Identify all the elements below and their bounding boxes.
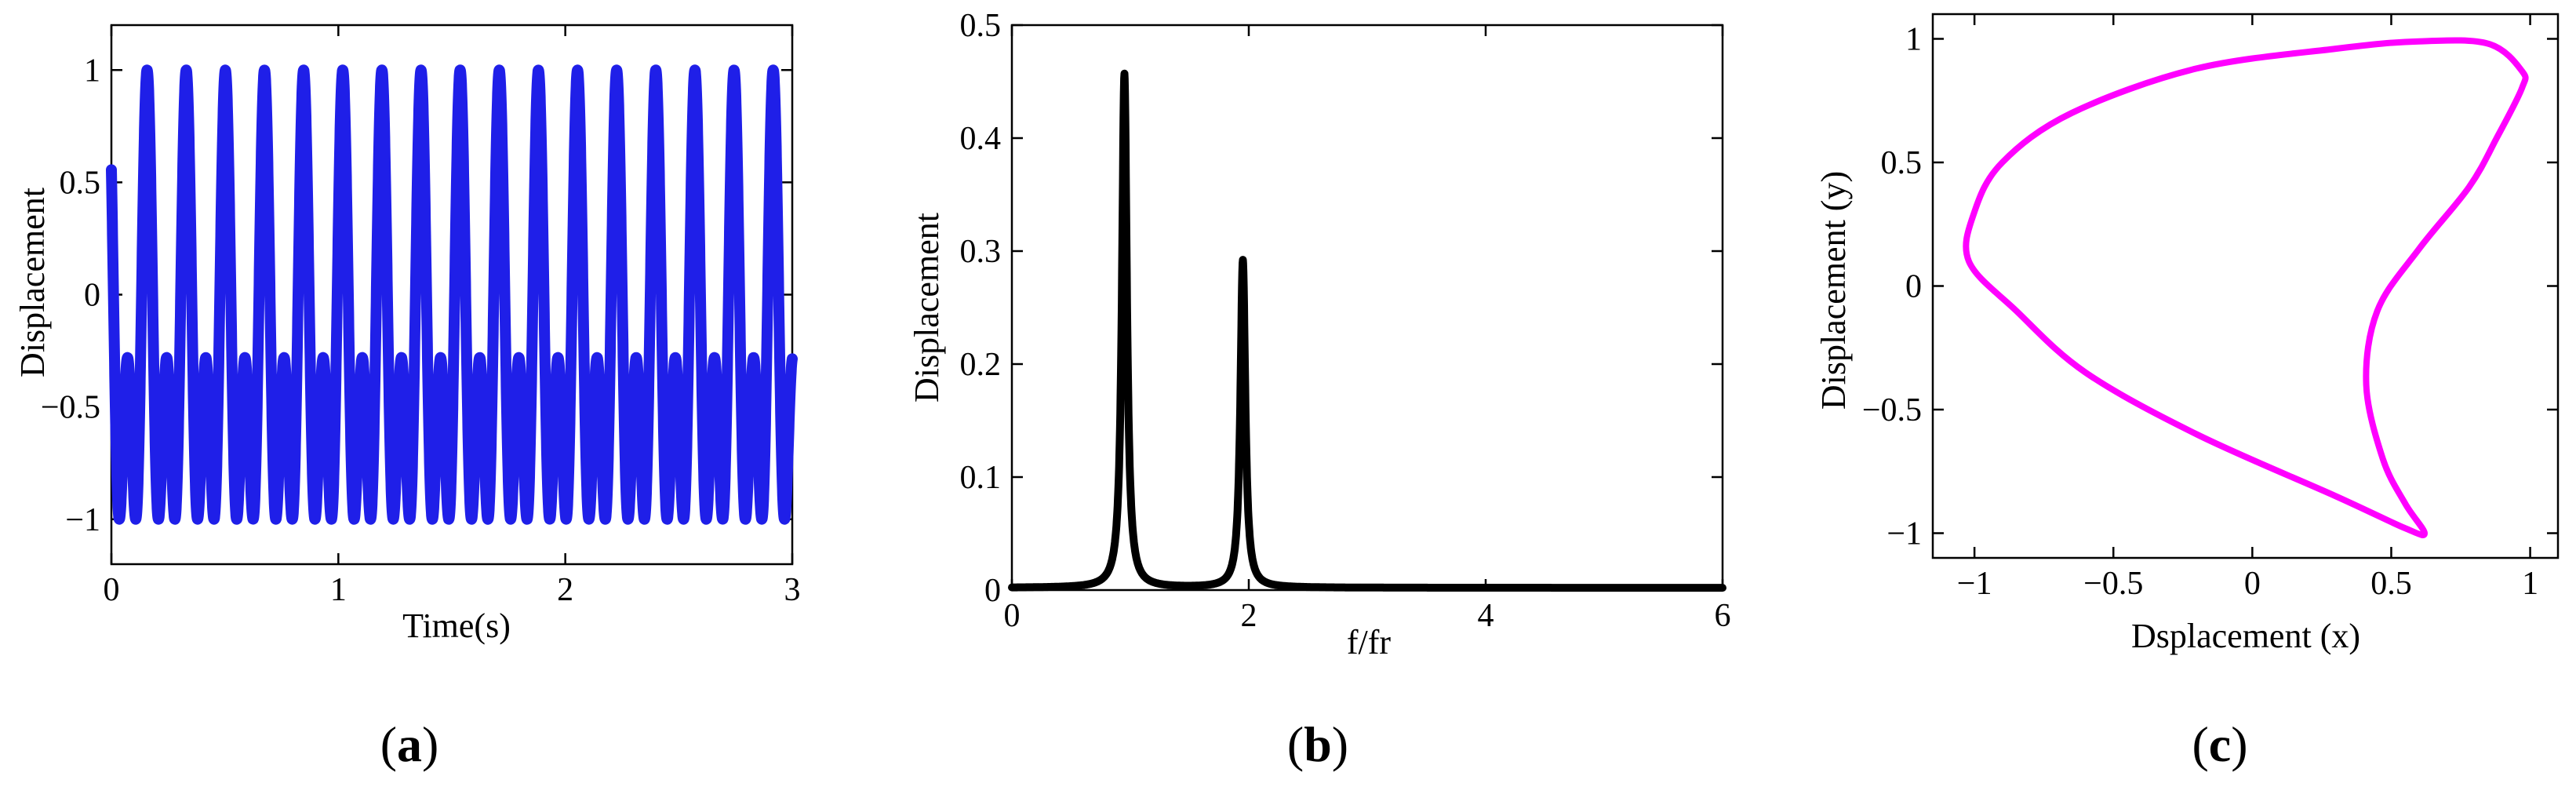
panel-a-label-letter: a <box>397 716 422 772</box>
panel-a-ytick-label: 0.5 <box>60 165 101 201</box>
panel-c-xtick-label: −0.5 <box>2083 566 2143 602</box>
panel-a-series-line <box>106 64 798 525</box>
panel-c-xtick-label: −1 <box>1957 566 1992 602</box>
panel-b-label-close: ) <box>1332 716 1348 772</box>
panel-a-ytick-label: 1 <box>84 53 100 89</box>
panel-c-series-line <box>1963 37 2529 538</box>
panel-b-xtick-label: 6 <box>1715 598 1731 634</box>
panel-c-xtick-label: 0.5 <box>2370 566 2412 602</box>
panel-a-ytick-label: −0.5 <box>41 390 100 426</box>
panel-c-ticks: −1 −0.5 0 0.5 1 −1 −0.5 0 0.5 1 <box>1862 14 2558 602</box>
panel-c-ytick-label: 1 <box>1905 22 1922 58</box>
panel-b-x-axis-label: f/fr <box>1347 623 1392 661</box>
panel-c-xtick-label: 0 <box>2244 566 2261 602</box>
panel-b-xtick-label: 2 <box>1241 598 1257 634</box>
panel-a-x-axis-label: Time(s) <box>402 607 511 645</box>
panel-b-label-open: ( <box>1287 716 1304 772</box>
panel-b-xtick-label: 0 <box>1004 598 1021 634</box>
panel-a-xtick-label: 3 <box>784 572 801 608</box>
chart-panel-a: 0 1 2 3 −1 −0.5 0 0.5 1 Time(s) Displacement (a) <box>13 24 801 772</box>
panel-b-ticks: 0 2 4 6 0 0.1 0.2 0.3 0.4 0.5 <box>960 8 1731 634</box>
panel-a-label: (a) <box>380 716 439 772</box>
panel-b-ytick-label: 0.1 <box>960 460 1002 496</box>
panel-a-label-open: ( <box>380 716 397 772</box>
panel-c-label: (c) <box>2192 716 2247 772</box>
panel-a-xtick-label: 1 <box>330 572 347 608</box>
panel-c-plot-frame <box>1931 13 2560 559</box>
panel-c-ytick-label: 0 <box>1905 269 1922 305</box>
panel-c-ytick-label: −0.5 <box>1862 392 1922 428</box>
panel-b-label: (b) <box>1287 716 1348 772</box>
chart-panel-b: 0 2 4 6 0 0.1 0.2 0.3 0.4 0.5 f/fr Displacement (… <box>908 8 1731 772</box>
panel-b-ytick-label: 0 <box>984 573 1001 609</box>
panel-b-label-letter: b <box>1304 716 1332 772</box>
chart-panel-c: −1 −0.5 0 0.5 1 −1 −0.5 0 0.5 1 Dsplacement (x) D… <box>1814 13 2560 772</box>
panel-a-y-axis-label: Displacement <box>13 188 52 377</box>
panel-b-series-line <box>1008 69 1726 592</box>
panel-b-xtick-label: 4 <box>1478 598 1494 634</box>
panel-b-ytick-label: 0.5 <box>960 8 1002 44</box>
panel-a-ytick-label: −1 <box>65 502 100 538</box>
panel-c-ytick-label: 0.5 <box>1881 145 1923 181</box>
panel-c-ytick-label: −1 <box>1887 516 1922 552</box>
panel-a-xtick-label: 0 <box>104 572 120 608</box>
panel-c-y-axis-label: Displacement (y) <box>1814 171 1853 410</box>
panel-c-x-axis-label: Dsplacement (x) <box>2131 617 2360 655</box>
panel-b-y-axis-label: Displacement <box>908 213 946 403</box>
panel-c-label-letter: c <box>2209 716 2231 772</box>
panel-c-xtick-label: 1 <box>2522 566 2538 602</box>
panel-b-ytick-label: 0.3 <box>960 234 1002 270</box>
panel-b-ytick-label: 0.4 <box>960 121 1002 157</box>
panel-a-xtick-label: 2 <box>557 572 573 608</box>
panel-a-ytick-label: 0 <box>84 278 100 314</box>
panel-a-label-close: ) <box>422 716 438 772</box>
panel-b-ytick-label: 0.2 <box>960 347 1002 383</box>
panel-c-label-close: ) <box>2231 716 2247 772</box>
panel-c-label-open: ( <box>2192 716 2208 772</box>
